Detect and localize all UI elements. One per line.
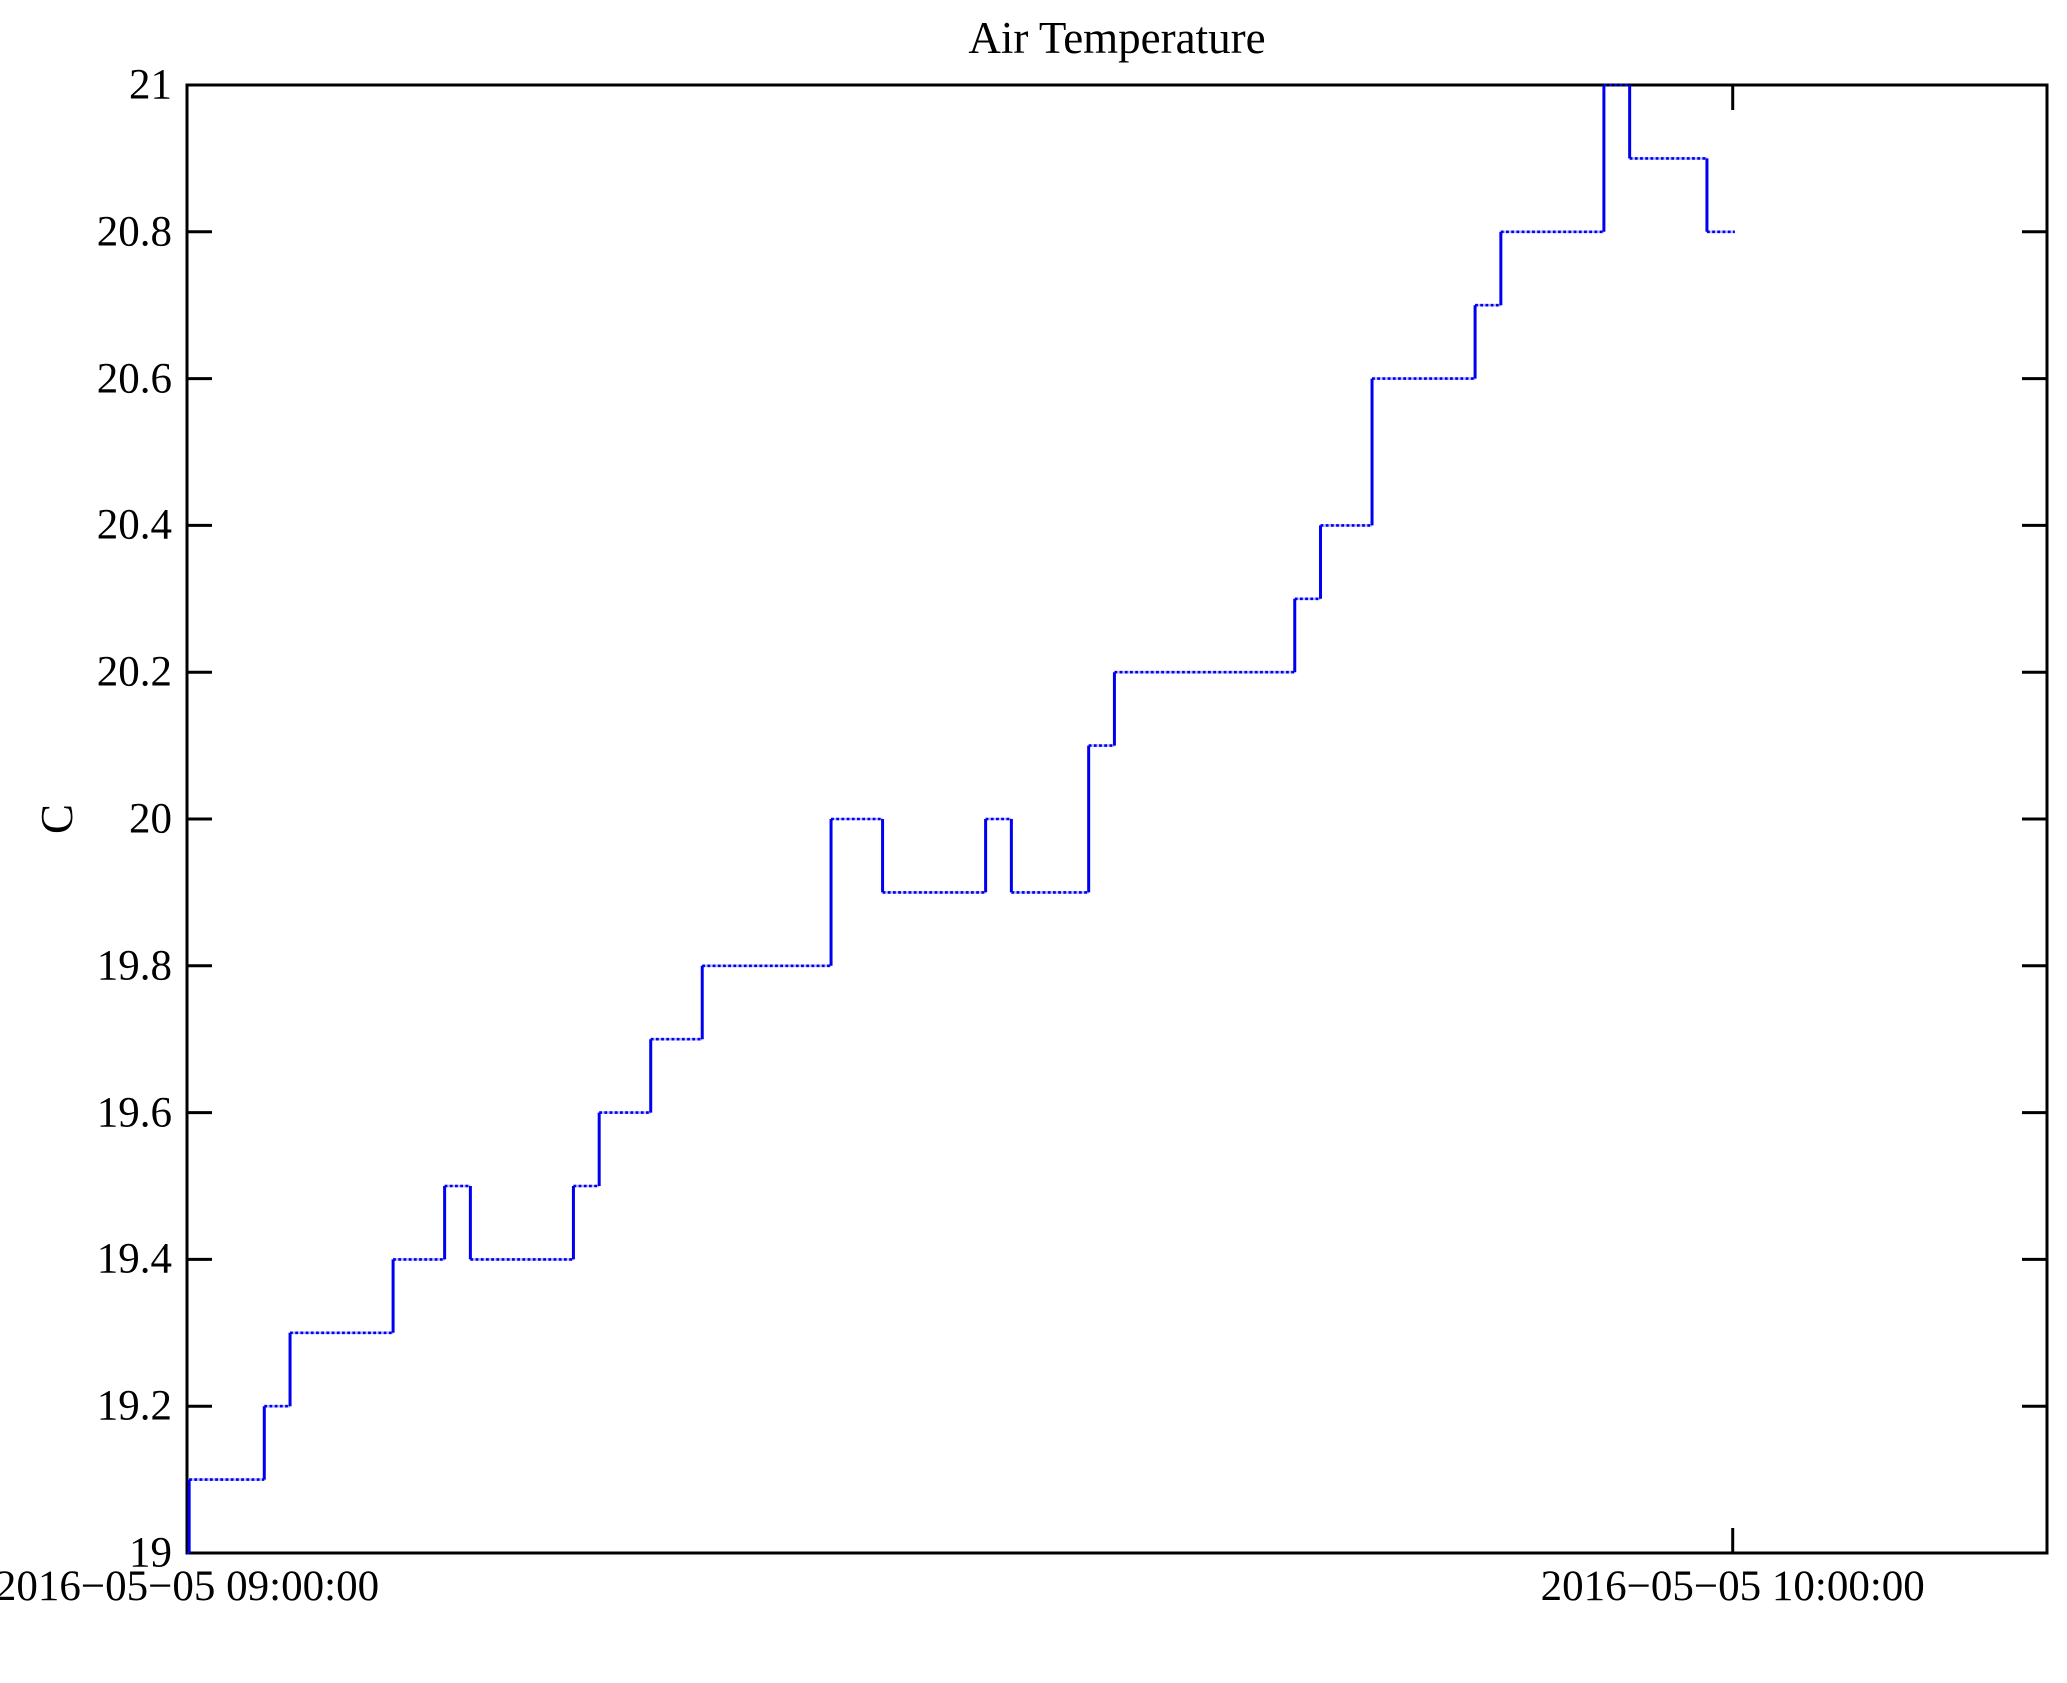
chart-title: Air Temperature <box>968 13 1266 63</box>
y-tick-label: 19 <box>129 1529 172 1577</box>
y-tick-label: 19.4 <box>96 1235 172 1283</box>
y-tick-label: 20.2 <box>96 648 172 696</box>
series-line-underlay <box>187 83 1735 1555</box>
y-tick-label: 21 <box>129 61 172 109</box>
series-line <box>187 83 1735 1555</box>
y-tick-label: 20.6 <box>96 355 172 403</box>
y-tick-label: 19.8 <box>96 942 172 990</box>
y-tick-label: 20 <box>129 795 172 843</box>
plot-box <box>185 83 2049 1555</box>
x-tick-label: 2016−05−05 09:00:00 <box>0 1563 380 1610</box>
y-tick-label: 20.8 <box>96 208 172 256</box>
x-tick-label: 2016−05−05 10:00:00 <box>1540 1563 1925 1610</box>
y-tick-label: 20.4 <box>96 501 172 549</box>
y-tick-label: 19.2 <box>96 1382 172 1430</box>
y-tick-label: 19.6 <box>96 1089 172 1137</box>
axis-ticks <box>185 83 2047 1555</box>
